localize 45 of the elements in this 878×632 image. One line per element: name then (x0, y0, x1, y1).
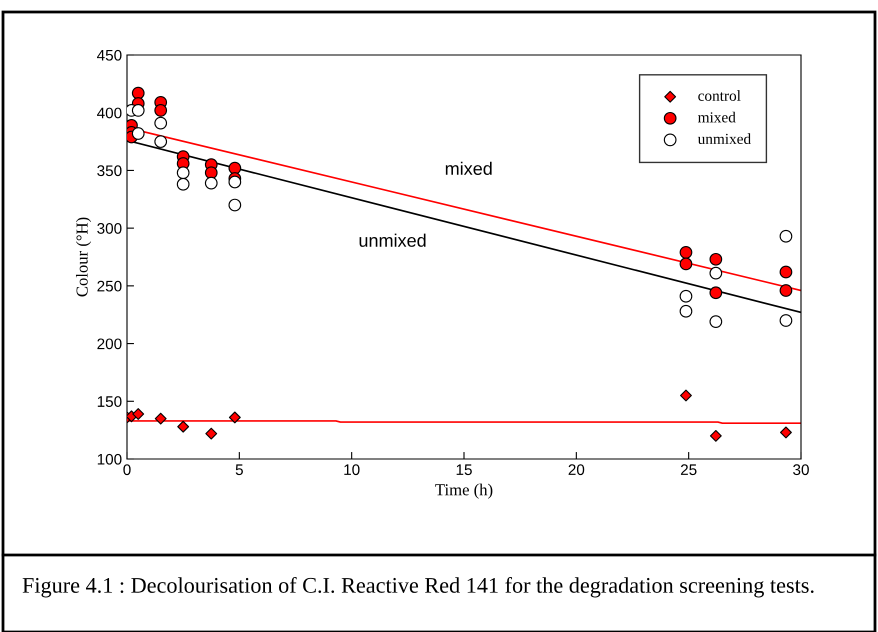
annotation: mixed (446, 162, 492, 175)
point (204, 166, 218, 180)
y-tick-label: 150 (98, 396, 122, 407)
y-tick-label: 200 (97, 338, 122, 350)
point (132, 104, 145, 117)
point (228, 412, 241, 424)
point (680, 246, 692, 259)
annotation: unmixed (360, 234, 426, 247)
x-tick-label: 25 (680, 464, 697, 476)
point (709, 286, 722, 300)
y-tick-label: 400 (97, 108, 122, 118)
point (228, 176, 242, 188)
point (709, 252, 722, 266)
y-axis-title: Colour (°H) (76, 218, 92, 296)
point (780, 284, 792, 297)
point (228, 162, 242, 174)
point (709, 266, 722, 280)
point (205, 428, 218, 440)
point (132, 86, 145, 100)
x-tick-label: 0 (123, 464, 131, 476)
y-tick-label: 300 (97, 223, 122, 234)
x-tick-label: 10 (344, 464, 360, 476)
legend-label: unmixed (698, 133, 751, 144)
point (680, 390, 692, 402)
legend-label: control (698, 90, 741, 101)
point (710, 430, 722, 442)
x-tick-label: 5 (236, 464, 243, 476)
caption: Figure 4.1 : Decolourisation of C.I. Reactive Red 141 for the degradation screening tests. (22, 577, 814, 598)
x-axis-title: Time (h) (435, 484, 492, 499)
x-tick-label: 15 (456, 464, 472, 476)
y-tick-label: 450 (97, 50, 122, 61)
y-tick-label: 100 (98, 454, 122, 465)
legend-label: mixed (698, 112, 736, 122)
x-tick-label: 20 (568, 464, 584, 476)
x-tick-label: 30 (793, 464, 809, 476)
y-tick-label: 350 (97, 165, 122, 176)
y-tick-label: 250 (97, 280, 122, 292)
point (132, 408, 144, 420)
point (177, 420, 190, 433)
point (780, 426, 792, 438)
point (680, 258, 692, 270)
point (132, 127, 145, 140)
point (780, 266, 792, 278)
point (154, 104, 168, 117)
point (154, 412, 167, 425)
